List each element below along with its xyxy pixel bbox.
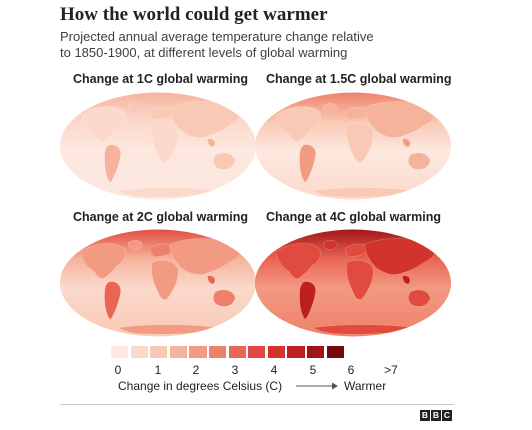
bbc-logo-letter: C — [442, 410, 452, 421]
subtitle-line-2: to 1850-1900, at different levels of glo… — [60, 45, 348, 60]
legend-swatch — [130, 346, 148, 358]
legend-swatch — [267, 346, 285, 358]
legend-swatch — [326, 346, 344, 358]
legend-swatch — [150, 346, 168, 358]
legend-swatch — [169, 346, 187, 358]
legend-swatch — [307, 346, 325, 358]
panel-title-4c: Change at 4C global warming — [266, 210, 442, 224]
map-2c — [59, 229, 257, 337]
legend-tick-6: 6 — [347, 363, 355, 377]
panel-title-1-5c: Change at 1.5C global warming — [266, 72, 452, 86]
legend-tick-5: 5 — [309, 363, 317, 377]
legend-tick-3: 3 — [231, 363, 239, 377]
legend-axis-label: Change in degrees Celsius (C) — [118, 379, 283, 393]
page-title: How the world could get warmer — [60, 4, 328, 25]
legend-tick-4: 4 — [270, 363, 278, 377]
legend-swatch — [248, 346, 266, 358]
legend-tick-2: 2 — [192, 363, 200, 377]
legend-swatch — [287, 346, 305, 358]
subtitle-line-1: Projected annual average temperature cha… — [60, 29, 374, 44]
legend-swatch — [111, 346, 129, 358]
legend-tick-7: >7 — [384, 363, 398, 377]
legend-warmer-label: Warmer — [344, 379, 387, 393]
legend-swatch — [228, 346, 246, 358]
map-1-5c — [254, 92, 452, 200]
map-4c — [254, 229, 452, 337]
panel-title-1c: Change at 1C global warming — [73, 72, 249, 86]
bbc-logo-letter: B — [420, 410, 430, 421]
legend-swatch — [189, 346, 207, 358]
bbc-logo-letter: B — [431, 410, 441, 421]
map-1c — [59, 92, 257, 200]
bbc-logo: B B C — [420, 410, 452, 421]
legend-tick-0: 0 — [114, 363, 122, 377]
legend-tick-1: 1 — [154, 363, 162, 377]
subtitle: Projected annual average temperature cha… — [60, 29, 460, 61]
panel-title-2c: Change at 2C global warming — [73, 210, 249, 224]
legend-swatch — [209, 346, 227, 358]
arrow-right-icon — [296, 382, 338, 390]
divider — [60, 404, 454, 405]
